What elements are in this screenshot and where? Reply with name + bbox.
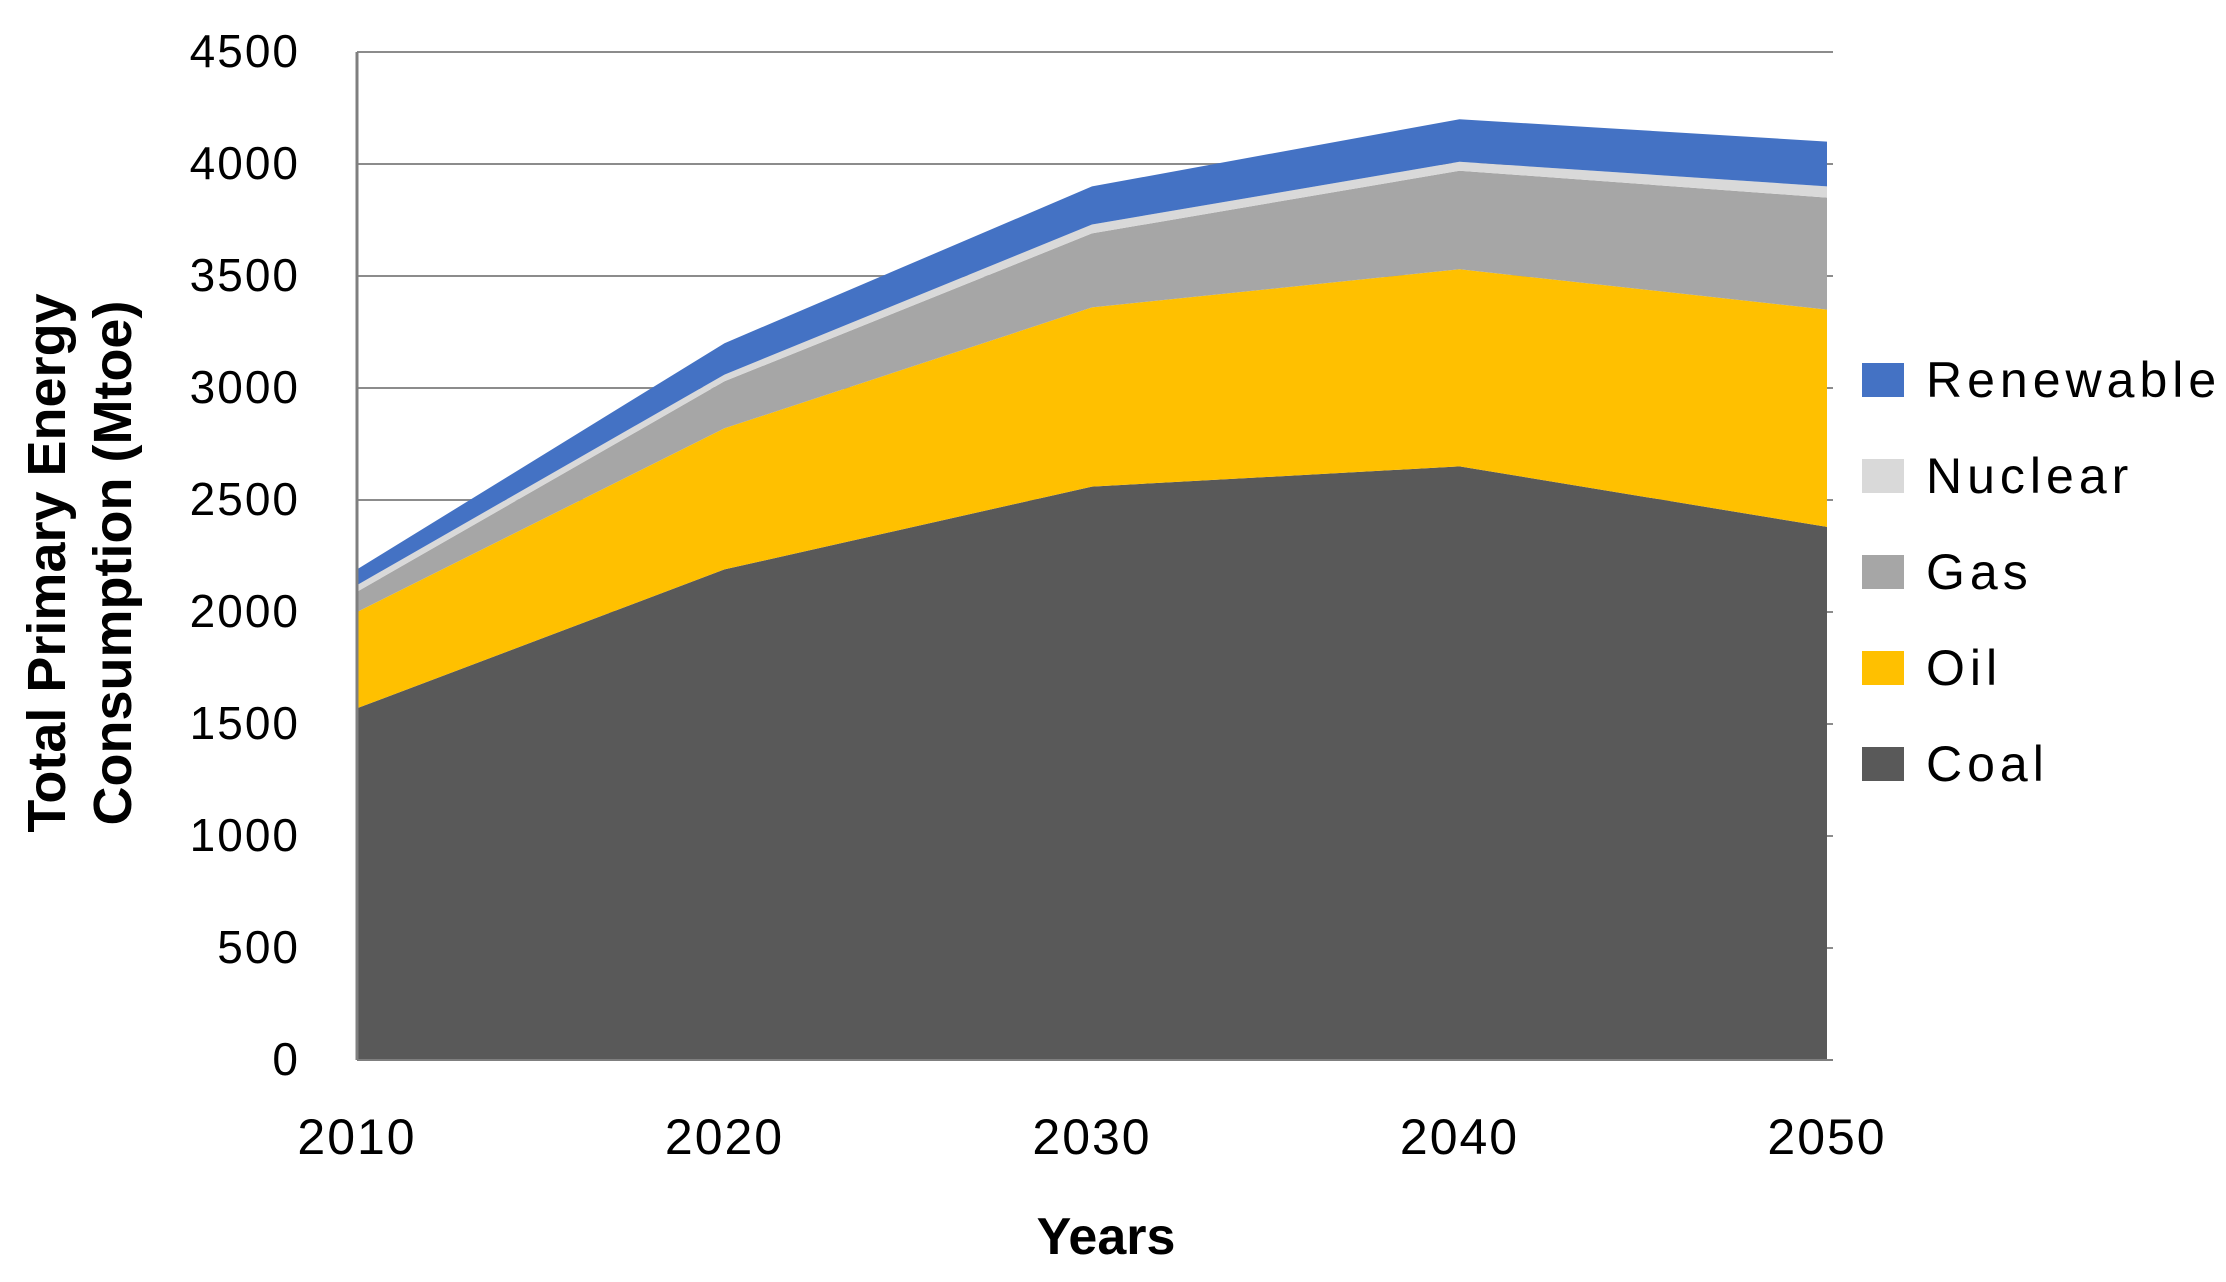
area-series-oil (357, 269, 1827, 709)
legend-label-renewable: Renewable (1926, 352, 2222, 408)
chart-legend: Renewable Nuclear Gas Oil Coal (1862, 352, 2221, 792)
legend-swatch-nuclear (1862, 459, 1904, 493)
legend-label-gas: Gas (1926, 544, 2033, 600)
legend-label-coal: Coal (1926, 736, 2049, 792)
y-tick-label-0: 0 (272, 1032, 300, 1085)
y-tick-label-4500: 4500 (189, 24, 300, 77)
legend-item-nuclear: Nuclear (1862, 448, 2221, 504)
x-tick-label-2040: 2040 (1399, 1109, 1520, 1165)
legend-swatch-renewable (1862, 363, 1904, 397)
x-tick-label-2020: 2020 (664, 1109, 785, 1165)
legend-item-coal: Coal (1862, 736, 2221, 792)
y-tick-label-1500: 1500 (189, 696, 300, 749)
y-tick-label-4000: 4000 (189, 136, 300, 189)
legend-item-oil: Oil (1862, 640, 2221, 696)
x-tick-label-2010: 2010 (297, 1109, 417, 1165)
legend-label-nuclear: Nuclear (1926, 448, 2134, 504)
y-tick-label-3500: 3500 (189, 248, 300, 301)
y-tick-label-3000: 3000 (189, 360, 300, 413)
y-tick-label-2500: 2500 (189, 472, 300, 525)
x-tick-label-2030: 2030 (1032, 1109, 1152, 1165)
x-axis-title: Years (1036, 1208, 1176, 1266)
y-tick-label-2000: 2000 (189, 584, 300, 637)
legend-swatch-coal (1862, 747, 1904, 781)
x-tick-label-2050: 2050 (1767, 1109, 1887, 1165)
y-tick-label-1000: 1000 (189, 808, 300, 861)
area-series-coal (357, 466, 1827, 1060)
legend-item-gas: Gas (1862, 544, 2221, 600)
area-series-renewable (357, 119, 1827, 586)
legend-swatch-gas (1862, 555, 1904, 589)
legend-swatch-oil (1862, 651, 1904, 685)
y-tick-label-500: 500 (217, 920, 300, 973)
legend-label-oil: Oil (1926, 640, 2003, 696)
area-series-gas (357, 170, 1827, 612)
legend-item-renewable: Renewable (1862, 352, 2221, 408)
